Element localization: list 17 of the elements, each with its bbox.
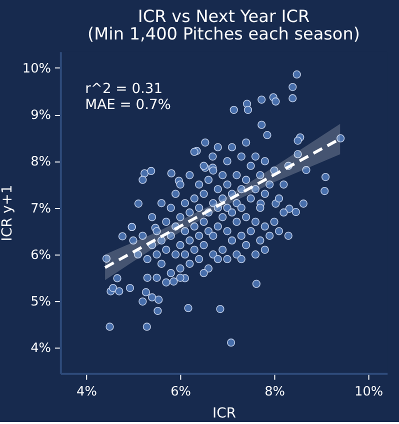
- chart-title: ICR vs Next Year ICR: [138, 6, 310, 26]
- annotation: r^2 = 0.31: [85, 81, 163, 98]
- x-tick-label: 6%: [170, 384, 191, 400]
- y-tick-label: 7%: [30, 201, 51, 216]
- x-tick-label: 8%: [264, 384, 285, 400]
- annotation: MAE = 0.7%: [85, 97, 171, 114]
- x-axis-title: ICR: [212, 405, 236, 422]
- x-tick-label: 10%: [354, 384, 384, 400]
- y-tick-label: 4%: [30, 341, 51, 356]
- y-tick-label: 8%: [30, 154, 51, 170]
- y-tick-label: 5%: [30, 294, 51, 310]
- x-tick-label: 4%: [76, 384, 97, 400]
- y-tick-label: 9%: [30, 108, 51, 124]
- chart-subtitle: (Min 1,400 Pitches each season): [88, 24, 360, 44]
- y-tick-label: 6%: [30, 248, 51, 263]
- y-tick-label: 10%: [22, 61, 51, 76]
- y-axis-title: ICR y+1: [0, 184, 16, 242]
